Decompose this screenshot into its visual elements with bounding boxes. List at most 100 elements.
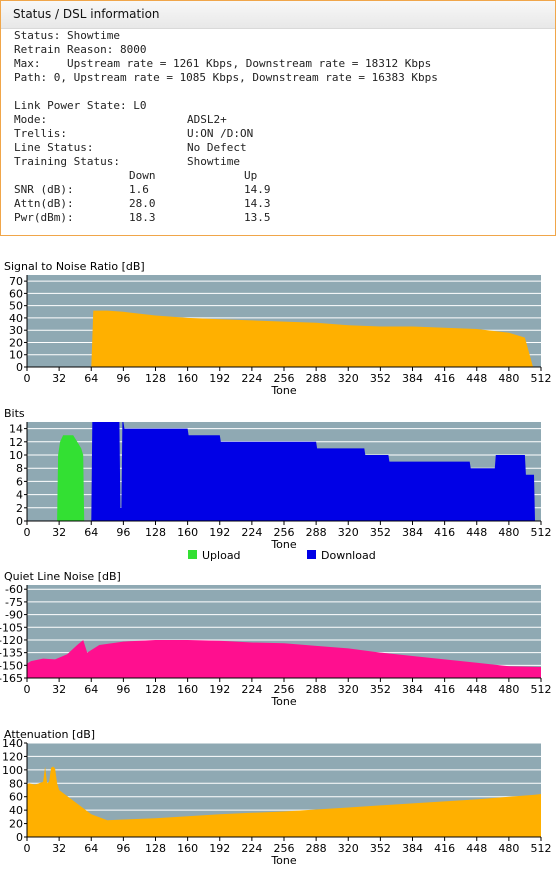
detail-label: Mode:	[14, 113, 48, 126]
y-tick-label: -60	[5, 583, 23, 596]
x-tick-label: 0	[24, 683, 31, 696]
y-tick-label: -75	[5, 596, 23, 609]
x-tick-label: 64	[84, 526, 98, 539]
x-tick-label: 288	[306, 372, 327, 385]
x-tick-label: 96	[116, 842, 130, 855]
y-tick-label: 2	[16, 502, 23, 515]
detail-label: Training Status:	[14, 155, 120, 168]
y-tick-label: 4	[16, 489, 23, 502]
x-tick-label: 288	[306, 842, 327, 855]
x-tick-label: 512	[531, 683, 552, 696]
x-tick-label: 352	[370, 842, 391, 855]
x-tick-label: 384	[402, 683, 423, 696]
x-tick-label: 128	[145, 526, 166, 539]
x-tick-label: 256	[274, 526, 295, 539]
x-tick-label: 416	[434, 683, 455, 696]
x-tick-label: 224	[241, 683, 262, 696]
x-tick-label: 480	[498, 842, 519, 855]
x-tick-label: 512	[531, 526, 552, 539]
series-green	[57, 435, 85, 521]
x-tick-label: 64	[84, 372, 98, 385]
detail-label: Line Status:	[14, 141, 94, 154]
legend-swatch	[188, 550, 197, 559]
x-axis-label: Tone	[270, 538, 297, 551]
y-tick-label: -105	[0, 621, 23, 634]
detail-label: Link Power State: L0	[14, 99, 147, 112]
x-tick-label: 384	[402, 526, 423, 539]
y-tick-label: 70	[9, 275, 23, 288]
x-tick-label: 448	[466, 683, 487, 696]
x-tick-label: 192	[209, 842, 230, 855]
table-cell-down: 1.6	[129, 183, 149, 196]
x-tick-label: 384	[402, 842, 423, 855]
charts-area: Signal to Noise Ratio [dB] 0 10 20 30 40 50 60 7…	[0, 255, 558, 867]
x-tick-label: 480	[498, 372, 519, 385]
y-tick-label: 40	[9, 804, 23, 817]
y-tick-label: -135	[0, 647, 23, 660]
x-tick-label: 64	[84, 683, 98, 696]
y-tick-label: 100	[2, 764, 23, 777]
x-tick-label: 64	[84, 842, 98, 855]
x-tick-label: 192	[209, 526, 230, 539]
x-axis-label: Tone	[270, 384, 297, 397]
table-cell-down: 28.0	[129, 197, 156, 210]
x-tick-label: 352	[370, 526, 391, 539]
table-cell-down: 18.3	[129, 211, 156, 224]
detail-value: Showtime	[187, 155, 240, 168]
y-tick-label: 0	[16, 515, 23, 528]
y-tick-label: 0	[16, 831, 23, 844]
table-cell-up: 14.3	[244, 197, 271, 210]
x-tick-label: 192	[209, 683, 230, 696]
series-orange	[91, 310, 534, 367]
table-cell-up: 14.9	[244, 183, 271, 196]
y-tick-label: 40	[9, 312, 23, 325]
x-tick-label: 352	[370, 372, 391, 385]
table-row-label: Attn(dB):	[14, 197, 74, 210]
x-tick-label: 96	[116, 526, 130, 539]
y-tick-label: 50	[9, 300, 23, 313]
y-tick-label: 14	[9, 423, 23, 436]
detail-value: No Defect	[187, 141, 247, 154]
chart-title: Signal to Noise Ratio [dB]	[4, 260, 145, 273]
y-tick-label: 30	[9, 324, 23, 337]
x-tick-label: 448	[466, 526, 487, 539]
x-tick-label: 256	[274, 842, 295, 855]
y-tick-label: 120	[2, 750, 23, 763]
charts-svg: Signal to Noise Ratio [dB]01020304050607…	[0, 260, 552, 867]
status-panel: Status / DSL information Status: Showtim…	[0, 0, 556, 236]
chart-1: Signal to Noise Ratio [dB] 01020304050607…	[4, 260, 552, 397]
y-tick-label: 20	[9, 818, 23, 831]
table-cell-up: 13.5	[244, 211, 271, 224]
x-tick-label: 32	[52, 842, 66, 855]
x-tick-label: 128	[145, 842, 166, 855]
series-orange	[27, 766, 541, 837]
x-tick-label: 192	[209, 372, 230, 385]
detail-value: ADSL2+	[187, 113, 227, 126]
x-axis-label: Tone	[270, 695, 297, 708]
x-tick-label: 0	[24, 526, 31, 539]
table-header-up: Up	[244, 169, 258, 182]
y-tick-label: 60	[9, 791, 23, 804]
legend-label: Upload	[202, 549, 241, 562]
x-tick-label: 160	[177, 526, 198, 539]
y-tick-label: -150	[0, 659, 23, 672]
x-tick-label: 320	[338, 842, 359, 855]
x-tick-label: 448	[466, 842, 487, 855]
x-tick-label: 320	[338, 683, 359, 696]
x-tick-label: 0	[24, 372, 31, 385]
legend-swatch	[307, 550, 316, 559]
y-tick-label: -165	[0, 672, 23, 685]
legend-label: Download	[321, 549, 376, 562]
x-tick-label: 160	[177, 683, 198, 696]
table-row-label: Pwr(dBm):	[14, 211, 74, 224]
x-tick-label: 160	[177, 372, 198, 385]
x-tick-label: 320	[338, 526, 359, 539]
y-tick-label: -120	[0, 634, 23, 647]
path-rate-line: Path: 0, Upstream rate = 1085 Kbps, Down…	[14, 71, 438, 84]
x-tick-label: 32	[52, 526, 66, 539]
y-tick-label: 10	[9, 449, 23, 462]
table-header-down: Down	[129, 169, 156, 182]
x-tick-label: 512	[531, 842, 552, 855]
x-tick-label: 128	[145, 683, 166, 696]
